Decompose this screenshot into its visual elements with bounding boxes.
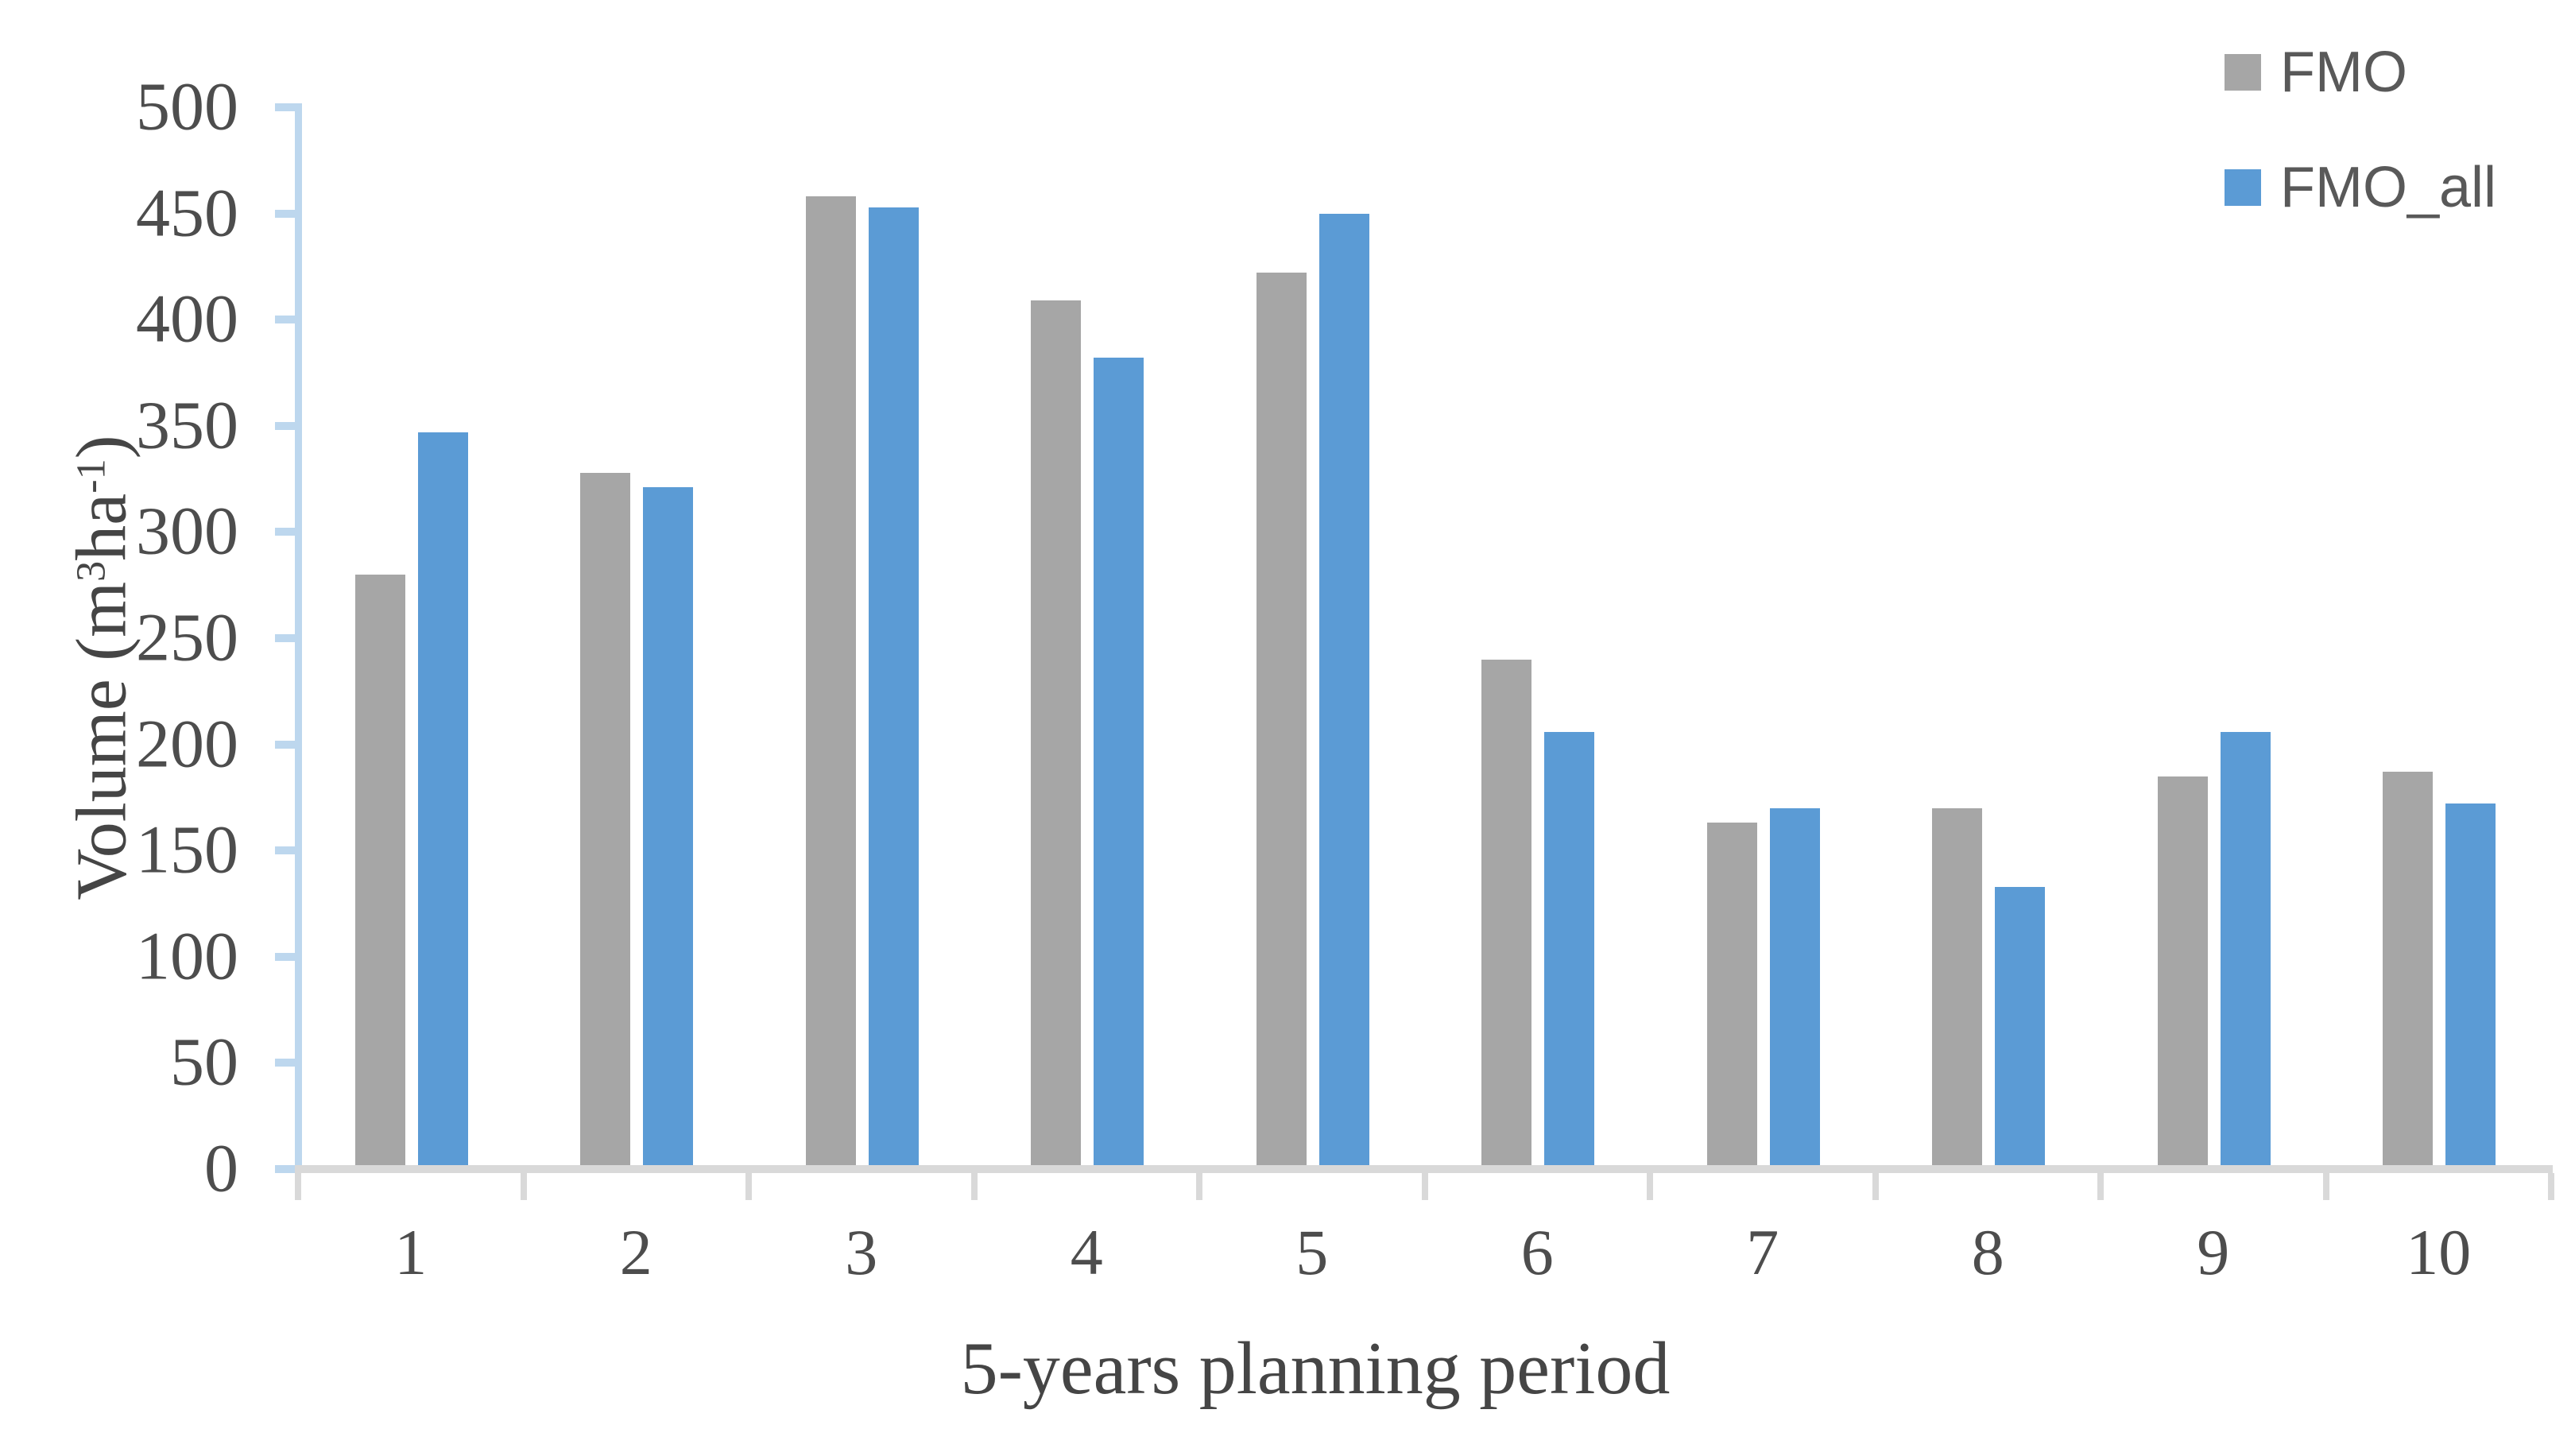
x-category-label-7: 7 xyxy=(1746,1216,1779,1288)
y-tick-label-400: 400 xyxy=(136,280,238,357)
y-tick-mark xyxy=(275,316,297,324)
x-category-label-2: 2 xyxy=(619,1216,652,1288)
y-axis-line xyxy=(295,103,302,1173)
bar-fmo-period-4 xyxy=(1031,300,1082,1169)
bar-fmo_all-period-1 xyxy=(417,432,468,1169)
bar-fmo_all-period-9 xyxy=(2220,731,2271,1169)
y-tick-label-250: 250 xyxy=(136,598,238,676)
y-tick-label-500: 500 xyxy=(136,68,238,145)
x-tick-mark xyxy=(1872,1173,1879,1200)
bar-fmo-period-9 xyxy=(2157,776,2208,1169)
x-category-label-5: 5 xyxy=(1295,1216,1329,1288)
bar-fmo-period-3 xyxy=(805,196,856,1169)
bar-fmo_all-period-7 xyxy=(1769,807,1820,1169)
bar-fmo_all-period-4 xyxy=(1094,358,1144,1169)
y-tick-mark xyxy=(275,528,297,536)
legend-swatch-fmo xyxy=(2225,54,2261,91)
y-tick-mark xyxy=(275,1165,297,1173)
y-tick-label-450: 450 xyxy=(136,173,238,250)
y-tick-mark xyxy=(275,103,297,111)
x-category-label-10: 10 xyxy=(2406,1216,2472,1288)
bar-fmo-period-6 xyxy=(1481,659,1532,1169)
y-tick-label-0: 0 xyxy=(204,1129,238,1206)
y-tick-mark xyxy=(275,1059,297,1067)
y-tick-mark xyxy=(275,740,297,749)
y-tick-mark xyxy=(275,634,297,642)
y-tick-mark xyxy=(275,209,297,218)
x-axis-title: 5-years planning period xyxy=(960,1327,1671,1410)
x-tick-mark xyxy=(1421,1173,1428,1200)
bar-fmo_all-period-6 xyxy=(1544,731,1595,1169)
bar-fmo-period-10 xyxy=(2383,772,2434,1169)
x-tick-mark xyxy=(970,1173,978,1200)
x-category-label-6: 6 xyxy=(1520,1216,1554,1288)
legend-item-fmo_all: FMO_all xyxy=(2225,152,2496,223)
y-tick-label-300: 300 xyxy=(136,492,238,569)
legend-swatch-fmo_all xyxy=(2225,169,2261,206)
y-tick-label-200: 200 xyxy=(136,704,238,781)
bar-fmo-period-7 xyxy=(1706,823,1757,1169)
bar-fmo_all-period-5 xyxy=(1318,213,1369,1169)
legend-label-fmo_all: FMO_all xyxy=(2280,156,2497,219)
legend-item-fmo: FMO xyxy=(2225,37,2407,108)
x-tick-mark xyxy=(520,1173,527,1200)
bar-fmo-period-5 xyxy=(1256,273,1307,1169)
x-tick-mark xyxy=(1196,1173,1202,1200)
x-tick-mark xyxy=(2097,1173,2104,1200)
x-category-label-1: 1 xyxy=(394,1216,428,1288)
legend-label-fmo: FMO xyxy=(2280,41,2407,104)
x-category-label-9: 9 xyxy=(2197,1216,2230,1288)
bar-fmo_all-period-8 xyxy=(1995,886,2046,1169)
y-tick-label-50: 50 xyxy=(170,1023,238,1100)
x-category-label-4: 4 xyxy=(1070,1216,1103,1288)
bar-fmo-period-2 xyxy=(580,472,631,1169)
y-tick-label-150: 150 xyxy=(136,811,238,888)
y-tick-label-100: 100 xyxy=(136,917,238,994)
x-tick-mark xyxy=(1647,1173,1653,1200)
x-tick-mark xyxy=(295,1173,301,1200)
x-category-label-3: 3 xyxy=(845,1216,878,1288)
y-title-superscript-minus1: -1 xyxy=(68,459,114,494)
bar-fmo_all-period-10 xyxy=(2445,804,2496,1169)
x-tick-mark xyxy=(2322,1173,2329,1200)
y-tick-label-350: 350 xyxy=(136,386,238,463)
x-axis-line xyxy=(295,1165,2553,1173)
x-category-label-8: 8 xyxy=(1971,1216,2004,1288)
y-tick-mark xyxy=(275,952,297,961)
bar-fmo_all-period-3 xyxy=(868,207,919,1169)
bar-fmo-period-8 xyxy=(1932,807,1983,1169)
y-tick-mark xyxy=(275,421,297,430)
bar-fmo_all-period-2 xyxy=(643,487,694,1169)
x-tick-mark xyxy=(745,1173,752,1200)
y-tick-mark xyxy=(275,846,297,855)
bar-fmo-period-1 xyxy=(354,574,405,1169)
x-tick-mark xyxy=(2548,1173,2554,1200)
